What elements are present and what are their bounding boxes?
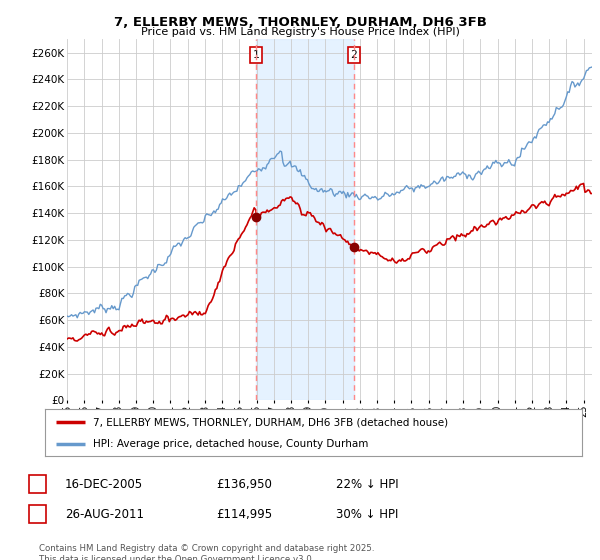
Text: £114,995: £114,995: [216, 507, 272, 521]
Text: 22% ↓ HPI: 22% ↓ HPI: [336, 478, 398, 491]
Text: 2: 2: [34, 507, 41, 521]
Text: Price paid vs. HM Land Registry's House Price Index (HPI): Price paid vs. HM Land Registry's House …: [140, 27, 460, 37]
Text: 16-DEC-2005: 16-DEC-2005: [65, 478, 143, 491]
Text: 7, ELLERBY MEWS, THORNLEY, DURHAM, DH6 3FB: 7, ELLERBY MEWS, THORNLEY, DURHAM, DH6 3…: [113, 16, 487, 29]
Bar: [256, 39, 354, 400]
Text: 7, ELLERBY MEWS, THORNLEY, DURHAM, DH6 3FB (detached house): 7, ELLERBY MEWS, THORNLEY, DURHAM, DH6 3…: [94, 417, 448, 427]
Text: 1: 1: [34, 478, 41, 491]
Text: 26-AUG-2011: 26-AUG-2011: [65, 507, 144, 521]
Text: 1: 1: [253, 50, 259, 60]
Text: Contains HM Land Registry data © Crown copyright and database right 2025.
This d: Contains HM Land Registry data © Crown c…: [39, 544, 374, 560]
Text: 2: 2: [350, 50, 357, 60]
Text: HPI: Average price, detached house, County Durham: HPI: Average price, detached house, Coun…: [94, 438, 369, 449]
Text: 30% ↓ HPI: 30% ↓ HPI: [336, 507, 398, 521]
Text: £136,950: £136,950: [216, 478, 272, 491]
